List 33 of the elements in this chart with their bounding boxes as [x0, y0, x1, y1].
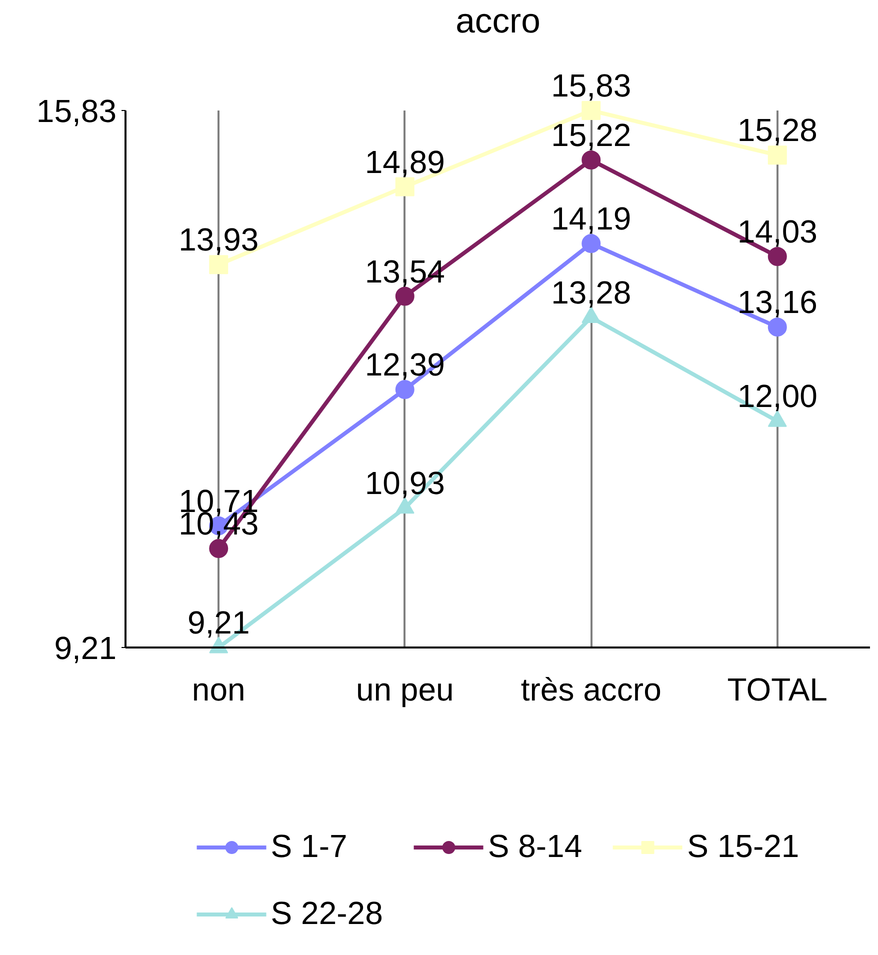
data-label: 15,28	[737, 112, 818, 148]
point	[395, 177, 414, 196]
point	[582, 101, 601, 120]
data-label: 10,93	[364, 464, 445, 501]
x-tick-label: TOTAL	[727, 672, 828, 708]
x-tick-label: un peu	[356, 672, 454, 708]
legend-label: S 22-28	[270, 895, 383, 932]
data-label: 9,21	[187, 604, 250, 640]
point	[209, 255, 228, 274]
data-label: 15,22	[551, 116, 632, 153]
point	[395, 286, 414, 306]
legend-label: S 1-7	[270, 828, 348, 865]
legend-label: S 8-14	[488, 828, 582, 865]
data-label: 14,19	[551, 200, 632, 237]
point	[768, 247, 787, 266]
data-label: 12,00	[737, 378, 818, 414]
point	[582, 234, 601, 254]
data-label: 13,93	[178, 222, 259, 258]
chart-title: accro	[456, 2, 540, 40]
data-label: 14,03	[737, 214, 818, 250]
data-label: 15,83	[551, 68, 632, 104]
data-label: 13,28	[551, 274, 632, 310]
data-label: 14,89	[364, 144, 445, 180]
point	[395, 380, 414, 400]
point	[768, 318, 787, 337]
point	[768, 146, 787, 165]
legend-label: S 15-21	[687, 828, 800, 865]
data-label: 13,16	[737, 284, 818, 320]
data-label: 12,39	[364, 346, 445, 383]
point	[209, 539, 228, 558]
x-tick-label: non	[192, 672, 246, 708]
point	[582, 150, 601, 170]
x-tick-label: très accro	[520, 672, 662, 708]
